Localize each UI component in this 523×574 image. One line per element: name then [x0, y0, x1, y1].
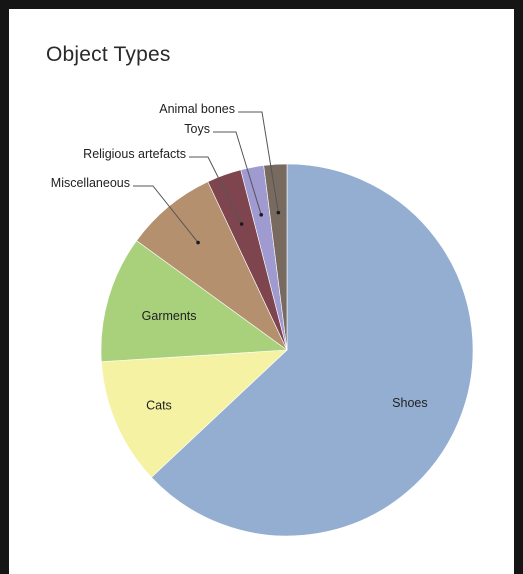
callout-label-animal-bones: Animal bones: [159, 102, 235, 116]
leader-dot-toys: [259, 212, 264, 217]
slice-label-garments: Garments: [142, 309, 197, 323]
leader-line-religious-artefacts: [189, 156, 243, 225]
leader-line-miscellaneous: [133, 185, 199, 243]
slice-label-cats: Cats: [146, 398, 172, 412]
leader-dot-miscellaneous: [196, 240, 200, 245]
callout-label-miscellaneous: Miscellaneous: [51, 176, 130, 190]
leader-dot-religious-artefacts: [239, 222, 244, 226]
callout-label-religious-artefacts: Religious artefacts: [83, 147, 186, 161]
callout-label-toys: Toys: [184, 122, 210, 136]
leader-line-toys: [213, 131, 262, 215]
pie-slice-garments: [100, 240, 288, 362]
pie-slice-animal-bones: [263, 163, 288, 351]
slice-label-shoes: Shoes: [392, 396, 427, 410]
pie-slice-cats: [101, 349, 288, 478]
pie-slice-miscellaneous: [136, 181, 288, 351]
leader-line-animal-bones: [238, 111, 279, 213]
leader-dot-animal-bones: [276, 210, 281, 215]
pie-slice-shoes: [150, 163, 474, 537]
chart-title: Object Types: [46, 43, 171, 66]
